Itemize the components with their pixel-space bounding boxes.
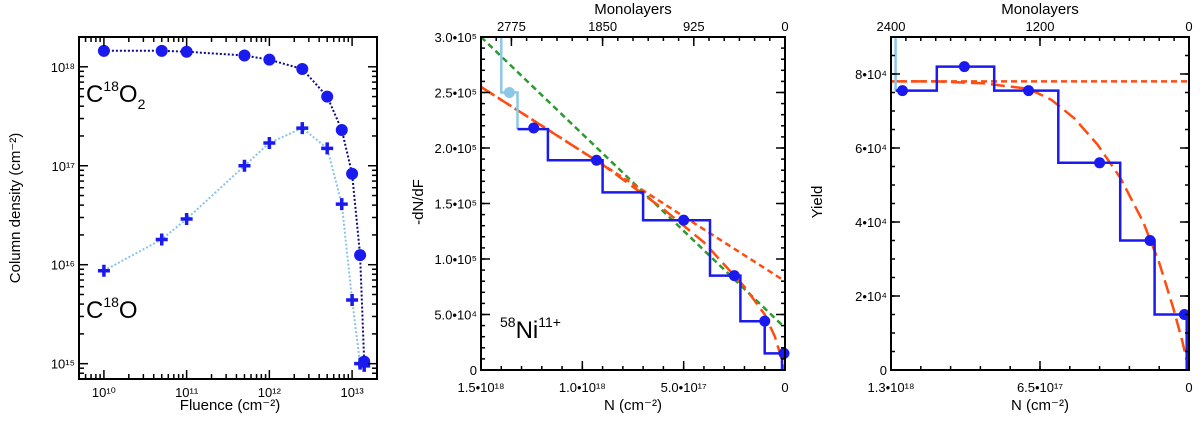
data-point-C18O [238,159,251,172]
annotation-c18o: C18O [86,294,138,324]
y-tick-label: 0 [880,363,887,378]
data-point-C18O2 [296,62,309,75]
top-tick-label: 2400 [877,19,906,34]
panel-left-x-axis-label: Fluence (cm⁻²) [180,397,280,414]
data-point [896,85,908,97]
top-tick-label: 1200 [1026,19,1055,34]
y-tick-label: 1.5•10⁵ [435,197,477,212]
x-tick-label: 1.0•10¹⁸ [559,380,606,395]
fit-line-orange-dashed-long [481,85,785,370]
panel-right-y-axis-label: Yield [809,186,826,219]
data-point [528,122,540,134]
y-tick-label: 0 [470,363,477,378]
y-tick-label: 1.0•10⁵ [435,252,477,267]
data-point-C18O2 [354,249,367,262]
y-tick-label: 10¹⁷ [52,159,76,174]
x-tick-label: 10¹² [258,385,282,400]
top-tick-label: 1850 [588,19,617,34]
data-point-C18O [263,136,276,149]
x-tick-label: 1.5•10¹⁸ [458,380,505,395]
y-tick-label: 4•10⁴ [855,215,887,230]
step-histogram [517,127,784,370]
panel-left-frame [78,36,378,380]
x-tick-label: 0 [781,380,788,395]
data-point-C18O2 [335,123,348,136]
top-tick-label: 0 [1185,19,1192,34]
x-tick-label: 0 [1185,380,1192,395]
data-point-C18O2 [238,49,251,62]
x-tick-label: 10¹⁰ [92,385,116,400]
data-point [1023,85,1035,97]
y-tick-label: 10¹⁸ [51,60,75,75]
y-tick-label: 5.0•10⁴ [434,308,477,323]
data-point-C18O2 [346,167,359,180]
x-tick-label: 6.5•10¹⁷ [1017,380,1063,395]
data-point-C18O [346,293,359,306]
y-tick-label: 2.0•10⁵ [435,141,477,156]
panel-left: 10¹⁰ 10¹¹ 10¹² 10¹³ 10¹⁵ 10¹⁶ 10¹⁷ 10¹⁸ Fluence… [7,36,378,414]
data-point-C18O2 [321,90,334,103]
y-tick-label: 6•10⁴ [855,141,887,156]
data-point-C18O2 [97,44,110,57]
data-point-C18O [180,212,193,225]
top-tick-label: 2775 [497,19,526,34]
series-line-C18O [103,126,365,367]
y-tick-label: 2.5•10⁵ [435,86,477,101]
top-tick-label: 925 [683,19,705,34]
data-point [728,270,740,282]
panel-middle-top-axis-label: Monolayers [594,1,672,18]
data-point [778,347,790,359]
data-point-C18O [296,122,309,135]
data-point [1144,235,1156,246]
panel-right: 0 2•10⁴ 4•10⁴ 6•10⁴ 8•10⁴ 1.3•10¹⁸ 6.5•10¹⁷ 0 24… [809,1,1193,414]
y-tick-label: 3.0•10⁵ [435,30,477,45]
step-histogram-light [500,37,519,130]
panel-right-x-axis-label: N (cm⁻²) [1011,397,1069,414]
data-point-C18O [155,233,168,246]
data-point-light [503,87,515,98]
x-tick-label: 10¹¹ [175,385,199,400]
panel-left-y-axis-label: Column density (cm⁻²) [7,133,24,283]
panel-right-top-axis-label: Monolayers [1001,1,1079,18]
annotation-c18o2: C18O2 [86,78,146,112]
fit-line-orange-dashed-short [481,85,785,283]
data-point [678,214,690,226]
step-histogram [895,65,1188,370]
data-point [591,154,603,166]
panel-middle-x-axis-label: N (cm⁻²) [604,397,662,414]
data-point-C18O [335,198,348,211]
data-point [759,315,771,327]
panel-middle: 0 5.0•10⁴ 1.0•10⁵ 1.5•10⁵ 2.0•10⁵ 2.5•10⁵ 3.0•… [410,1,790,414]
data-point-C18O2 [155,44,168,57]
data-point-C18O [358,359,371,372]
data-point-C18O [97,264,110,277]
annotation-58ni11: 58Ni11+ [500,314,561,344]
y-tick-label: 10¹⁵ [51,357,75,372]
panel-middle-y-axis-label: -dN/dF [410,179,427,225]
y-tick-label: 2•10⁴ [855,289,887,304]
data-point [1094,157,1106,169]
data-point-C18O [321,142,334,155]
top-tick-label: 0 [781,19,788,34]
x-tick-label: 5.0•10¹⁷ [661,380,707,395]
x-tick-label: 10¹³ [341,385,365,400]
data-point-C18O2 [180,45,193,58]
data-point-C18O2 [263,53,276,66]
data-point [1178,309,1190,320]
fit-line-orange-dashed-long [891,80,1189,370]
data-point [958,61,970,73]
y-tick-label: 10¹⁶ [51,258,75,273]
y-tick-label: 8•10⁴ [855,67,887,82]
x-tick-label: 1.3•10¹⁸ [868,380,915,395]
